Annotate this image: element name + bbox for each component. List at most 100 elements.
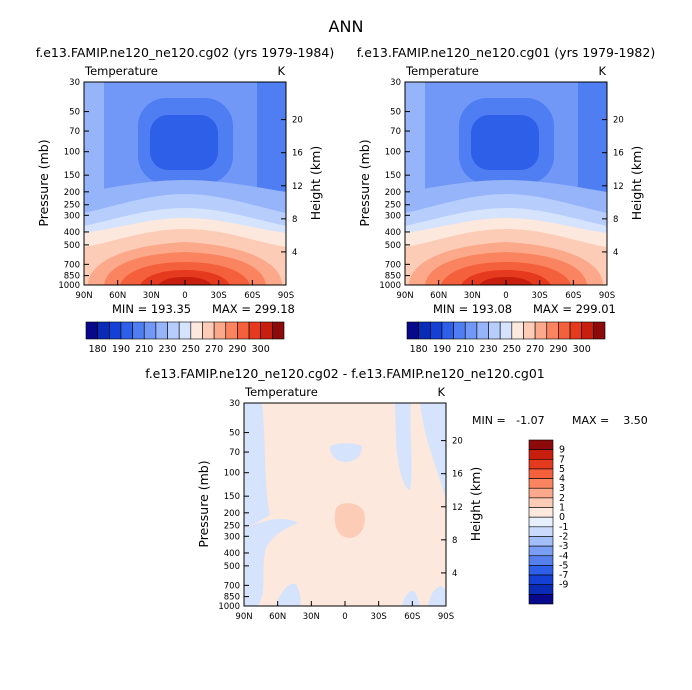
colorbar-label: -7	[559, 570, 568, 581]
pressure-tick-label: 50	[229, 429, 240, 439]
pressure-tick-label: 150	[64, 171, 80, 181]
panel-a-title: f.e13.FAMIP.ne120_ne120.cg02 (yrs 1979-1…	[36, 45, 334, 60]
colorbar-swatch	[167, 321, 180, 340]
colorbar-label: 290	[228, 344, 246, 355]
colorbar-swatch	[528, 487, 554, 499]
colorbar-swatch	[248, 321, 262, 340]
colorbar-label: 0	[559, 512, 565, 523]
colorbar-label: 180	[89, 344, 107, 355]
latitude-tick-label: 0	[342, 612, 347, 622]
colorbar-swatch	[225, 321, 238, 340]
panel-b-var-label: Temperature	[405, 64, 479, 78]
colorbar-label: -4	[559, 551, 568, 562]
colorbar-swatch	[511, 321, 524, 340]
colorbar-swatch	[528, 565, 554, 576]
colorbar-label: -2	[559, 531, 568, 542]
colorbar-swatch	[178, 321, 192, 340]
latitude-tick-label: 90S	[599, 291, 615, 301]
pressure-tick-label: 300	[64, 211, 80, 221]
colorbar-label: 5	[559, 464, 565, 475]
latitude-tick-label: 60S	[404, 612, 420, 622]
panel-c-min-label: MIN = -1.07	[472, 414, 545, 427]
panel-a-max-label: MAX = 299.18	[212, 302, 295, 316]
height-tick-label: 8	[292, 215, 297, 225]
colorbar-label: 4	[559, 474, 565, 485]
colorbar-swatch	[528, 516, 554, 528]
latitude-tick-label: 60S	[244, 291, 260, 301]
colorbar-swatch	[528, 439, 554, 450]
pressure-tick-label: 700	[224, 581, 240, 591]
colorbar-swatch	[523, 321, 536, 340]
colorbar-label: 290	[549, 344, 567, 355]
pressure-tick-label: 100	[385, 148, 401, 158]
latitude-tick-label: 30N	[303, 612, 320, 622]
colorbar-label: 250	[503, 344, 521, 355]
panel-c-field	[244, 403, 446, 606]
panel-c-max-label: MAX = 3.50	[572, 414, 648, 427]
pressure-tick-label: 1000	[379, 281, 401, 291]
panel-a-min-label: MIN = 193.35	[112, 302, 191, 316]
colorbar-label: -9	[559, 580, 568, 591]
pressure-tick-label: 70	[229, 448, 240, 458]
panel-b-field	[405, 82, 607, 285]
pressure-tick-label: 200	[64, 188, 80, 198]
height-tick-label: 12	[613, 182, 624, 192]
latitude-tick-label: 30N	[464, 291, 481, 301]
colorbar-swatch	[528, 478, 554, 489]
colorbar-swatch	[143, 321, 157, 340]
pressure-tick-label: 500	[224, 562, 240, 572]
height-tick-label: 4	[452, 569, 457, 579]
latitude-tick-label: 90S	[278, 291, 294, 301]
pressure-tick-label: 100	[64, 148, 80, 158]
pressure-tick-label: 400	[224, 549, 240, 559]
colorbar-swatch	[528, 594, 554, 605]
height-tick-label: 20	[613, 116, 624, 126]
panel-a: f.e13.FAMIP.ne120_ne120.cg02 (yrs 1979-1…	[36, 45, 334, 355]
colorbar-swatch	[85, 321, 98, 340]
pressure-tick-label: 250	[385, 201, 401, 211]
colorbar-swatch	[488, 321, 501, 340]
pressure-tick-label: 850	[385, 272, 401, 282]
latitude-tick-label: 30N	[143, 291, 160, 301]
colorbar-swatch	[97, 321, 110, 340]
colorbar-label: 300	[252, 344, 270, 355]
latitude-tick-label: 0	[503, 291, 508, 301]
colorbar-label: 190	[112, 344, 130, 355]
pressure-tick-label: 200	[385, 188, 401, 198]
colorbar-label: 300	[573, 344, 591, 355]
colorbar-swatch	[528, 574, 554, 586]
colorbar-swatch	[528, 536, 554, 547]
height-tick-label: 4	[613, 248, 618, 258]
panel-b-ylabel-right: Height (km)	[629, 146, 644, 220]
colorbar-swatch	[528, 458, 554, 470]
pressure-tick-label: 30	[69, 78, 80, 88]
colorbar-label: -5	[559, 560, 568, 571]
colorbar-swatch	[528, 526, 554, 537]
colorbar-swatch	[528, 468, 554, 479]
height-tick-label: 16	[292, 149, 303, 159]
panel-a-ylabel-left: Pressure (mb)	[36, 139, 51, 226]
pressure-tick-label: 400	[64, 228, 80, 238]
colorbar-label: -1	[559, 522, 568, 533]
panel-b-axes: 305070100150200250300400500700850100090N…	[379, 78, 623, 301]
colorbar-label: 210	[456, 344, 474, 355]
pressure-tick-label: 500	[64, 241, 80, 251]
panel-a-colorbar: 180 190 210 230 250 270 290 300	[85, 321, 285, 355]
colorbar-label: 9	[559, 445, 565, 456]
pressure-tick-label: 850	[64, 272, 80, 282]
latitude-tick-label: 60N	[430, 291, 447, 301]
colorbar-swatch	[272, 321, 285, 340]
colorbar-swatch	[528, 497, 554, 508]
figure-title: ANN	[329, 17, 364, 36]
pressure-tick-label: 250	[224, 522, 240, 532]
colorbar-label: 3	[559, 483, 565, 494]
panel-b-title: f.e13.FAMIP.ne120_ne120.cg01 (yrs 1979-1…	[357, 45, 655, 60]
colorbar-swatch	[528, 555, 554, 566]
latitude-tick-label: 60N	[109, 291, 126, 301]
pressure-tick-label: 50	[69, 108, 80, 118]
pressure-tick-label: 30	[390, 78, 401, 88]
colorbar-label: 1	[559, 503, 565, 514]
height-tick-label: 16	[452, 470, 463, 480]
colorbar-swatch	[581, 321, 594, 340]
height-tick-label: 8	[452, 536, 457, 546]
